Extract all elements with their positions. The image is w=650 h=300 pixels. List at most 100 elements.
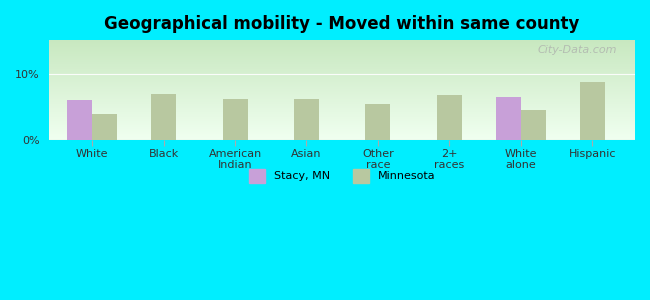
Bar	[49, 50, 635, 51]
Bar	[49, 109, 635, 110]
Bar	[49, 97, 635, 98]
Bar	[49, 88, 635, 89]
Bar	[49, 70, 635, 71]
Bar	[49, 128, 635, 129]
Bar	[49, 126, 635, 127]
Bar	[49, 55, 635, 56]
Bar	[49, 62, 635, 63]
Bar	[49, 71, 635, 72]
Bar	[49, 58, 635, 59]
Bar	[49, 110, 635, 111]
Bar	[49, 76, 635, 77]
Bar	[49, 85, 635, 86]
Bar	[49, 133, 635, 134]
Bar	[496, 97, 521, 140]
Bar	[49, 84, 635, 85]
Bar	[49, 52, 635, 53]
Bar	[49, 80, 635, 81]
Bar	[49, 49, 635, 50]
Bar	[49, 59, 635, 60]
Bar	[49, 108, 635, 109]
Bar	[49, 117, 635, 118]
Bar	[49, 138, 635, 139]
Bar	[49, 134, 635, 135]
Bar	[49, 118, 635, 119]
Bar	[49, 136, 635, 137]
Bar	[49, 102, 635, 103]
Title: Geographical mobility - Moved within same county: Geographical mobility - Moved within sam…	[105, 15, 580, 33]
Bar	[151, 94, 176, 140]
Bar	[49, 61, 635, 62]
Bar	[49, 77, 635, 78]
Bar	[49, 139, 635, 140]
Bar	[49, 103, 635, 104]
Bar	[49, 93, 635, 94]
Bar	[49, 57, 635, 58]
Bar	[49, 125, 635, 126]
Bar	[49, 51, 635, 52]
Bar	[49, 47, 635, 48]
Bar	[49, 129, 635, 130]
Bar	[49, 116, 635, 117]
Bar	[49, 65, 635, 66]
Bar	[49, 82, 635, 83]
Bar	[49, 132, 635, 133]
Bar	[49, 115, 635, 116]
Bar	[49, 73, 635, 74]
Bar	[49, 120, 635, 121]
Bar	[521, 110, 546, 140]
Bar	[49, 114, 635, 115]
Bar	[294, 99, 319, 140]
Bar	[49, 112, 635, 113]
Bar	[49, 45, 635, 46]
Bar	[49, 83, 635, 84]
Bar	[49, 68, 635, 69]
Bar	[49, 96, 635, 97]
Bar	[437, 95, 461, 140]
Bar	[49, 100, 635, 101]
Bar	[49, 91, 635, 92]
Bar	[49, 131, 635, 132]
Bar	[49, 87, 635, 88]
Bar	[49, 92, 635, 93]
Bar	[49, 98, 635, 99]
Bar	[92, 114, 117, 140]
Bar	[365, 103, 391, 140]
Legend: Stacy, MN, Minnesota: Stacy, MN, Minnesota	[244, 165, 440, 187]
Bar	[49, 48, 635, 49]
Bar	[49, 41, 635, 42]
Bar	[49, 42, 635, 43]
Bar	[49, 54, 635, 55]
Bar	[49, 63, 635, 64]
Bar	[49, 121, 635, 122]
Bar	[49, 106, 635, 107]
Bar	[49, 81, 635, 82]
Bar	[49, 113, 635, 114]
Bar	[49, 137, 635, 138]
Bar	[49, 78, 635, 79]
Text: City-Data.com: City-Data.com	[538, 45, 617, 55]
Bar	[49, 60, 635, 61]
Bar	[67, 100, 92, 140]
Bar	[49, 123, 635, 124]
Bar	[49, 105, 635, 106]
Bar	[49, 86, 635, 87]
Bar	[49, 99, 635, 100]
Bar	[49, 75, 635, 76]
Bar	[49, 135, 635, 136]
Bar	[49, 46, 635, 47]
Bar	[49, 56, 635, 57]
Bar	[49, 124, 635, 125]
Bar	[49, 66, 635, 67]
Bar	[222, 99, 248, 140]
Bar	[49, 44, 635, 45]
Bar	[49, 74, 635, 75]
Bar	[49, 119, 635, 120]
Bar	[49, 89, 635, 90]
Bar	[580, 82, 604, 140]
Bar	[49, 94, 635, 95]
Bar	[49, 107, 635, 108]
Bar	[49, 90, 635, 91]
Bar	[49, 104, 635, 105]
Bar	[49, 72, 635, 73]
